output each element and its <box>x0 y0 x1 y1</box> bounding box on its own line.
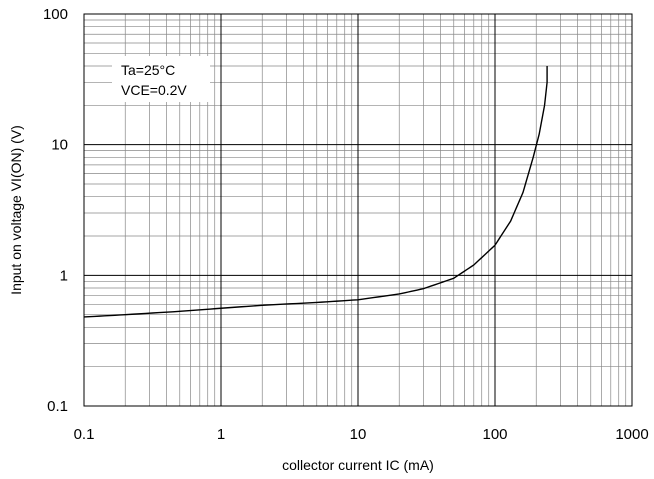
y-tick-labels: 0.1 1 10 100 <box>43 6 68 415</box>
y-tick-label: 100 <box>43 6 68 23</box>
x-tick-labels: 0.1 1 10 100 1000 <box>74 426 649 443</box>
y-tick-label: 1 <box>60 267 68 284</box>
x-axis-label: collector current IC (mA) <box>282 457 434 473</box>
plot-frame <box>83 13 633 407</box>
x-tick-label: 0.1 <box>74 426 95 443</box>
x-tick-label: 1000 <box>615 426 648 443</box>
y-axis-label: Input on voltage VI(ON) (V) <box>8 125 24 295</box>
x-tick-label: 10 <box>350 426 367 443</box>
series-line-vi-on <box>83 66 548 318</box>
x-tick-label: 100 <box>482 426 507 443</box>
annotation-temperature: Ta=25°C <box>121 62 175 78</box>
x-tick-label: 1 <box>217 426 225 443</box>
annotation-vce: VCE=0.2V <box>121 82 187 98</box>
y-tick-label: 10 <box>51 137 68 154</box>
y-tick-label: 0.1 <box>47 398 68 415</box>
annotation-box <box>112 56 210 102</box>
